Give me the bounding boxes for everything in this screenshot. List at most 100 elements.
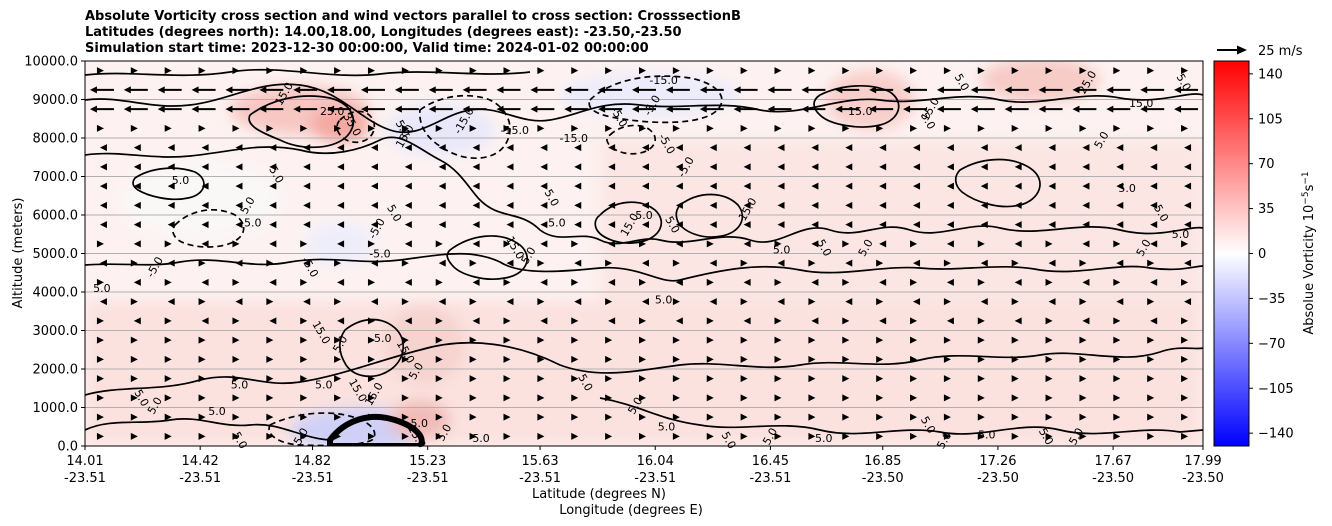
x-tick-label-lon: -23.51 [749,471,791,486]
wind-vector-head [1181,375,1189,383]
wind-vector-head [99,182,107,190]
wind-vector-head [99,259,107,267]
wind-vector-head [370,182,378,190]
wind-vector-head [435,336,443,344]
wind-vector-head [980,163,988,171]
wind-vector-head [537,67,545,75]
wind-vector-head [401,67,409,75]
x-tick-label-lat: 16.04 [637,454,674,469]
y-tick-label: 5000.0 [33,247,79,262]
wind-vector-head [469,394,477,402]
wind-vector-head [300,278,308,286]
wind-vector-head [605,432,613,440]
contour-label: 5.0 [172,174,190,187]
wind-vector-head [198,67,206,75]
wind-vector-head [1150,240,1158,248]
wind-vector-head [506,182,514,190]
contour-5-surface [85,418,331,441]
wind-vector-head [164,67,172,75]
y-tick-label: 4000.0 [33,286,79,301]
wind-vector-head [337,240,345,248]
wind-vector-head [404,163,412,171]
wind-vector-head [232,336,240,344]
wind-vector-head [370,221,378,229]
contour-5-top-band [85,83,1203,134]
wind-vector-head [503,355,511,363]
wind-vector-head [977,432,985,440]
wind-vector-head [1082,221,1090,229]
wind-vector-head [675,240,683,248]
wind-vector-head [367,67,375,75]
wind-vector-head [1038,86,1046,94]
contour-label: -15.0 [649,74,677,87]
wind-vector-head [672,375,680,383]
wind-vector-head [303,144,311,152]
wind-vector-head [303,221,311,229]
wind-vector-head [130,394,138,402]
wind-vector-head [913,201,921,209]
wind-vector-head [367,413,375,421]
wind-vector-head [1045,124,1053,132]
wind-vector-head [337,163,345,171]
wind-vector-head [1004,105,1012,113]
contour-5-low-lobe [599,397,1203,435]
wind-vector-head [133,317,141,325]
wind-vector-head [943,67,951,75]
wind-vector-head [1048,201,1056,209]
wind-vector-head [1048,163,1056,171]
contour-neg15-upper-left [336,110,376,144]
contour-label: 5.0 [93,282,111,295]
wind-vector-head [977,336,985,344]
x-tick-label-lon: -23.50 [862,471,904,486]
wind-vector-head [1014,221,1022,229]
wind-vector-head [910,413,918,421]
wind-vector-head [1184,201,1192,209]
wind-vector-head [913,144,921,152]
wind-vector-head [608,163,616,171]
wind-vector-head [571,355,579,363]
wind-vector-head [1048,298,1056,306]
wind-vector-head [367,432,375,440]
wind-vector-head [401,355,409,363]
wind-vector-head [842,336,850,344]
wind-vector-head [1082,182,1090,190]
wind-vector-head [910,240,918,248]
wind-vector-head [232,375,240,383]
wind-vector-head [1045,336,1053,344]
y-tick-label: 10000.0 [24,55,78,70]
wind-vector-head [130,413,138,421]
wind-vector-head [801,86,809,94]
vorticity-fill-field [85,61,1203,446]
wind-vector-head [540,278,548,286]
wind-vector-head [360,86,368,94]
wind-vector-head [503,124,511,132]
wind-vector-head [1181,336,1189,344]
wind-vector-head [808,298,816,306]
wind-vector-head [506,259,514,267]
fill-low-positive-2 [390,400,450,440]
wind-vector-head [977,67,985,75]
x-tick-label-lon: -23.50 [977,471,1019,486]
wind-vector-head [503,413,511,421]
wind-vector-head [164,240,172,248]
wind-vector-head [360,105,368,113]
wind-vector-head [89,86,97,94]
wind-vector-head [936,86,944,94]
wind-vector-head [537,259,545,267]
wind-vector-head [1079,67,1087,75]
wind-vector-head [472,221,480,229]
wind-vector-head [740,336,748,344]
wind-vector-head [130,259,138,267]
wind-vector-head [404,278,412,286]
wind-vector-head [164,432,172,440]
wind-vector-head [639,336,646,344]
wind-vector-head [130,355,138,363]
contour-5-low-band [85,252,1203,282]
wind-vector-head [639,432,646,440]
wind-vector-head [977,355,985,363]
wind-vector-head [130,375,138,383]
wind-vector-head [1011,394,1019,402]
wind-vector-head [774,432,782,440]
wind-vector-head [266,124,274,132]
wind-vector-head [642,144,649,152]
